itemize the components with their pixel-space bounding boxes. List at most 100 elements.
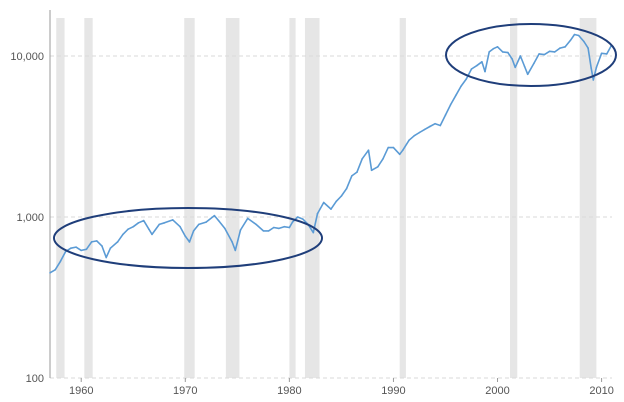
data-point xyxy=(553,51,556,53)
data-point xyxy=(481,61,483,63)
data-point xyxy=(543,53,546,56)
data-point xyxy=(402,149,404,151)
tick-labels: 100 1,000 10,000 1960 1970 1980 1990 2000 2010 xyxy=(10,51,613,397)
data-point xyxy=(148,228,150,230)
data-point xyxy=(370,169,373,172)
annotation-ellipse xyxy=(445,23,617,87)
y-tick-label: 100 xyxy=(26,373,44,385)
annotations xyxy=(53,23,617,269)
data-point xyxy=(507,51,509,54)
data-point xyxy=(90,241,93,243)
data-point xyxy=(423,128,426,131)
data-point xyxy=(475,64,478,67)
data-point xyxy=(418,131,421,134)
data-point xyxy=(239,229,242,231)
data-point xyxy=(573,33,576,36)
data-point xyxy=(255,223,257,226)
data-point xyxy=(356,171,358,173)
data-point xyxy=(151,233,153,236)
data-point xyxy=(96,240,98,242)
data-point xyxy=(335,200,338,203)
data-point xyxy=(382,157,384,160)
data-point xyxy=(455,94,457,97)
data-point xyxy=(213,214,216,217)
data-point xyxy=(302,218,304,220)
data-point xyxy=(105,256,107,259)
data-point xyxy=(330,208,332,210)
data-point xyxy=(465,78,468,80)
data-point xyxy=(444,114,447,116)
data-point xyxy=(59,260,62,263)
data-point xyxy=(192,230,195,232)
data-point xyxy=(564,46,566,48)
data-point xyxy=(583,40,585,43)
data-point xyxy=(198,223,200,226)
data-point xyxy=(449,103,452,106)
data-point xyxy=(501,51,504,53)
data-point xyxy=(188,241,191,243)
data-point xyxy=(519,55,522,57)
data-point xyxy=(408,139,410,141)
recession-band xyxy=(84,18,93,378)
recession-band xyxy=(225,18,240,378)
data-point xyxy=(434,122,436,125)
data-point xyxy=(267,230,270,232)
data-point xyxy=(470,68,473,70)
data-point xyxy=(54,268,57,271)
data-point xyxy=(80,249,83,252)
recession-band xyxy=(184,18,195,378)
data-point xyxy=(158,223,161,226)
data-point xyxy=(340,195,343,197)
data-point xyxy=(278,227,280,230)
data-point xyxy=(367,149,370,151)
data-point xyxy=(122,233,124,236)
recession-band xyxy=(56,18,65,378)
data-point xyxy=(511,58,513,60)
data-point xyxy=(460,85,462,87)
data-point xyxy=(538,53,540,55)
data-point xyxy=(172,219,174,221)
data-point xyxy=(413,134,416,137)
x-tick-label: 2010 xyxy=(589,385,613,397)
data-point xyxy=(548,50,551,53)
recession-band xyxy=(579,18,597,378)
data-point xyxy=(296,216,299,218)
data-point xyxy=(592,79,595,81)
series-layer xyxy=(49,33,612,274)
x-tick-label: 1980 xyxy=(277,385,301,397)
data-point xyxy=(132,225,135,228)
gridlines xyxy=(50,55,612,379)
data-point xyxy=(484,70,486,73)
axes xyxy=(49,10,603,382)
data-point xyxy=(577,34,580,37)
x-tick-label: 1960 xyxy=(69,385,93,397)
x-tick-label: 2000 xyxy=(485,385,509,397)
data-point xyxy=(595,66,598,69)
data-point xyxy=(533,62,535,65)
data-point xyxy=(514,66,517,69)
data-point xyxy=(559,47,561,49)
data-point xyxy=(179,225,181,228)
data-point xyxy=(109,247,112,250)
data-point xyxy=(351,175,353,177)
data-point xyxy=(387,146,390,149)
data-point xyxy=(246,217,249,220)
data-point xyxy=(492,47,495,50)
data-point xyxy=(85,248,88,251)
data-point xyxy=(377,166,379,168)
data-point xyxy=(127,228,129,230)
data-point xyxy=(288,226,291,229)
data-point xyxy=(587,47,589,49)
data-point xyxy=(163,222,166,224)
y-tick-label: 10,000 xyxy=(10,51,44,63)
recession-band xyxy=(289,18,296,378)
data-point xyxy=(316,212,319,215)
recession-bands xyxy=(56,18,597,378)
data-point xyxy=(439,124,442,127)
recession-band xyxy=(399,18,406,378)
data-point xyxy=(262,230,265,232)
data-point xyxy=(224,227,226,230)
data-point xyxy=(345,187,348,190)
